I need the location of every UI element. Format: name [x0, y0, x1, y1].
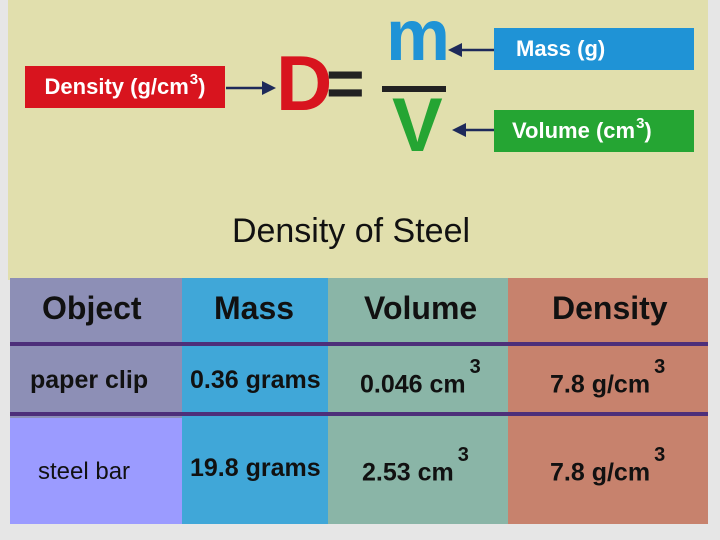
header-mass: Mass [214, 290, 295, 326]
row1-volume-value: 0.046 cm [360, 370, 466, 399]
volume-label-exponent: 3 [636, 114, 645, 132]
row2-volume-exponent: 3 [457, 444, 469, 466]
volume-label-text: Volume (cm [512, 118, 636, 143]
density-symbol: D [276, 39, 333, 127]
density-column [508, 278, 708, 524]
mass-symbol: m [386, 0, 451, 76]
row1-volume: 0.046 cm3 [360, 356, 481, 399]
density-label-text: Density (g/cm [44, 74, 189, 99]
page-title-text: Density of Steel [231, 212, 471, 250]
mass-label-box: Mass (g) [494, 28, 694, 70]
header-density: Density [552, 290, 668, 326]
row-divider [10, 412, 708, 416]
volume-symbol: V [392, 83, 443, 168]
row1-density-value: 7.8 g/cm [550, 370, 651, 399]
row1-density-exponent: 3 [654, 356, 666, 378]
density-label-exponent: 3 [189, 70, 199, 88]
mass-column [182, 278, 328, 524]
volume-arrow-icon [452, 123, 494, 137]
row1-object: paper clip [30, 366, 149, 394]
row2-volume-value: 2.53 cm [362, 458, 454, 487]
equals-sign: = [326, 46, 365, 120]
mass-label-text: Mass (g) [516, 36, 606, 61]
header-volume: Volume [364, 290, 478, 326]
steel-bar-object-cell [10, 418, 182, 524]
row1-volume-exponent: 3 [469, 356, 481, 378]
header-divider [10, 342, 708, 346]
density-label-close: ) [198, 74, 206, 99]
mass-arrow-icon [448, 43, 494, 57]
row2-density: 7.8 g/cm3 [550, 444, 665, 487]
page-title: Density of Steel [0, 212, 720, 251]
header-object: Object [42, 290, 142, 326]
density-table: Object Mass Volume Density paper clip 0.… [10, 278, 708, 524]
row1-density: 7.8 g/cm3 [550, 356, 665, 399]
row2-object: steel bar [38, 458, 131, 485]
volume-label-box: Volume (cm 3) [494, 110, 694, 152]
fraction-bar [382, 86, 446, 92]
row2-density-exponent: 3 [654, 444, 666, 466]
density-arrow-icon [226, 81, 276, 95]
volume-label-close: ) [644, 118, 652, 143]
row2-density-value: 7.8 g/cm [550, 458, 651, 487]
row2-volume: 2.53 cm3 [362, 444, 469, 487]
volume-column [328, 278, 508, 524]
density-label-box: Density (g/cm 3) [25, 66, 225, 108]
row1-mass: 0.36 grams [190, 366, 321, 394]
row2-mass: 19.8 grams [190, 454, 321, 482]
